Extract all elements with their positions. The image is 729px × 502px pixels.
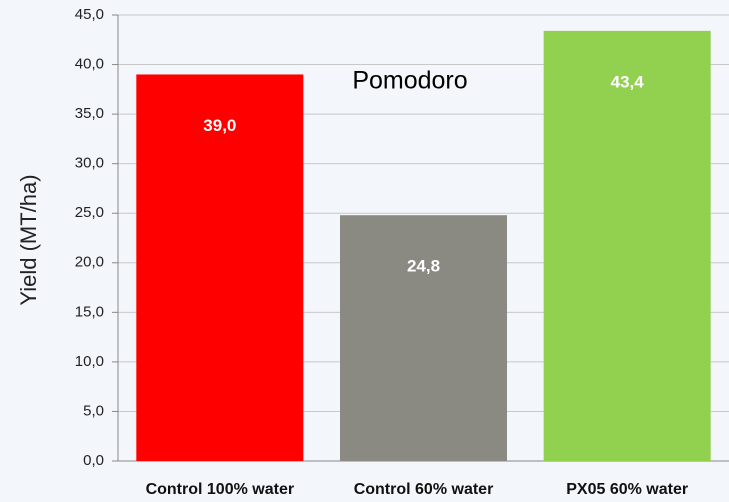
bar <box>339 215 508 461</box>
y-tick-label: 45,0 <box>75 6 104 23</box>
y-tick-label: 35,0 <box>75 105 104 122</box>
x-tick-label: Control 60% water <box>354 481 494 498</box>
chart-title: Pomodoro <box>352 67 467 95</box>
value-label: 43,4 <box>611 72 645 91</box>
y-tick-label: 5,0 <box>83 402 104 419</box>
x-tick-label: Control 100% water <box>146 481 294 498</box>
value-label: 24,8 <box>407 257 440 276</box>
value-label: 39,0 <box>203 116 236 135</box>
y-tick-label: 15,0 <box>75 303 104 320</box>
bar <box>136 74 304 461</box>
y-axis-label: Yield (MT/ha) <box>16 174 41 305</box>
y-tick-label: 20,0 <box>75 254 104 271</box>
y-tick-label: 40,0 <box>75 56 104 73</box>
y-tick-label: 0,0 <box>83 452 104 469</box>
y-tick-label: 30,0 <box>75 155 104 172</box>
y-tick-label: 25,0 <box>75 204 104 221</box>
x-tick-label: PX05 60% water <box>566 481 688 498</box>
bar <box>543 30 711 461</box>
y-tick-label: 10,0 <box>75 353 104 370</box>
